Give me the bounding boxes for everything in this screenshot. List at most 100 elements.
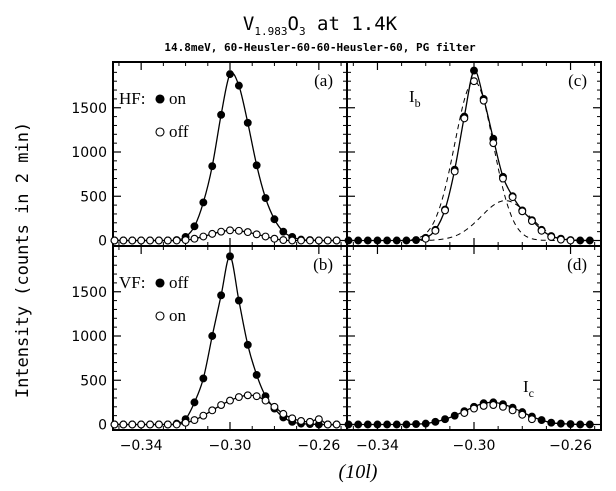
data-point — [323, 236, 332, 245]
data-point — [234, 393, 243, 402]
data-point — [460, 409, 469, 417]
data-point — [431, 417, 440, 426]
data-point — [470, 77, 478, 86]
panel-d: −0.34 −0.30 −0.26 (d) Ic — [344, 245, 602, 454]
data-point — [547, 418, 556, 427]
data-point — [270, 402, 279, 411]
annotation-sub: b — [415, 96, 421, 110]
data-point — [518, 410, 527, 419]
data-point — [252, 161, 261, 170]
data-point — [499, 402, 507, 411]
data-point — [181, 236, 190, 245]
data-point — [243, 340, 252, 349]
data-point — [402, 236, 411, 245]
data-point — [208, 406, 217, 415]
data-point — [217, 227, 226, 236]
data-point — [314, 415, 323, 424]
data-point — [421, 419, 430, 428]
data-point — [208, 229, 217, 238]
data-point — [412, 236, 421, 245]
data-point — [441, 206, 449, 215]
data-point — [226, 396, 234, 405]
fit-curve — [348, 69, 590, 242]
data-point — [190, 398, 199, 407]
data-point — [199, 232, 208, 241]
data-point — [252, 370, 261, 379]
x-tick-label: −0.30 — [209, 438, 252, 454]
panel-a: 0 500 1000 1500 (a) HF: on off — [71, 61, 348, 250]
data-point — [226, 226, 234, 235]
chart-subtitle: 14.8meV, 60-Heusler-60-60-Heusler-60, PG… — [164, 41, 476, 54]
chart-title: V1.983O3 at 1.4K — [243, 13, 398, 38]
legend-prefix: HF: — [119, 89, 145, 108]
data-point — [527, 415, 536, 424]
data-point — [128, 236, 137, 245]
data-point — [585, 236, 594, 245]
panel-label: (d) — [567, 255, 587, 274]
data-point — [373, 420, 382, 429]
data-point — [470, 404, 478, 413]
data-point — [270, 215, 279, 224]
data-point — [470, 66, 478, 75]
data-point — [402, 420, 411, 429]
data-point — [172, 420, 181, 429]
x-axis-label: (10l) — [339, 461, 378, 483]
data-point — [234, 81, 243, 90]
panels: 0 500 1000 1500 (a) HF: on off −0.34 −0.30 −0.26 0 5… — [71, 61, 602, 454]
data-point — [383, 236, 392, 245]
panel-frame — [112, 61, 348, 247]
component-curve — [348, 200, 600, 241]
legend-marker-open — [155, 311, 165, 321]
data-point — [306, 236, 314, 245]
data-point — [354, 236, 363, 245]
data-point — [217, 291, 226, 300]
data-point — [332, 420, 341, 429]
data-point — [146, 420, 154, 429]
data-point — [199, 374, 208, 383]
data-point — [566, 236, 575, 245]
y-tick-label: 1000 — [71, 329, 107, 345]
data-point — [261, 232, 270, 241]
data-point — [344, 420, 353, 429]
data-point — [181, 418, 190, 427]
data-point — [190, 234, 199, 243]
panel-c: (c) Ib — [344, 61, 602, 247]
data-point — [518, 207, 527, 216]
x-tick-label: −0.34 — [356, 438, 399, 454]
data-point — [252, 230, 261, 239]
data-point — [314, 236, 323, 245]
data-point — [566, 420, 575, 429]
data-point — [527, 217, 536, 225]
data-point — [163, 236, 172, 245]
data-point — [137, 236, 146, 245]
y-tick-label: 1500 — [71, 285, 107, 301]
data-point — [499, 174, 507, 183]
panel-label: (a) — [314, 71, 333, 90]
fit-curve — [114, 255, 337, 426]
data-point — [332, 236, 341, 245]
data-point — [585, 420, 594, 429]
data-point — [297, 236, 306, 245]
data-point — [154, 420, 163, 429]
data-point — [270, 234, 279, 243]
x-tick-label: −0.26 — [549, 438, 592, 454]
data-point — [199, 411, 208, 420]
data-point — [508, 193, 517, 202]
data-point — [279, 236, 288, 245]
y-tick-label: 0 — [98, 418, 107, 434]
data-point — [392, 236, 401, 245]
data-point — [234, 296, 243, 305]
legend-entry: off — [169, 122, 189, 141]
data-point — [508, 406, 517, 415]
y-tick-label: 1000 — [71, 145, 107, 161]
annotation-label: Ic — [523, 377, 534, 400]
legend-prefix: VF: — [119, 273, 145, 292]
data-point — [243, 391, 252, 400]
legend-marker-filled — [155, 278, 165, 288]
data-point — [556, 419, 565, 428]
data-point — [190, 416, 199, 425]
data-point — [217, 401, 226, 409]
data-point — [146, 236, 154, 245]
annotation-main: I — [409, 87, 415, 106]
